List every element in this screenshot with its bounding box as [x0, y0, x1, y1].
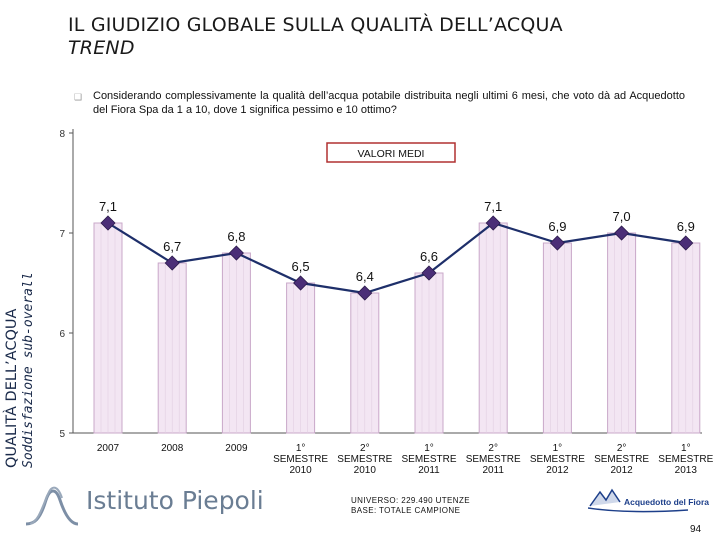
- category-label: 1°: [296, 443, 306, 454]
- y-tick-label: 5: [59, 429, 65, 440]
- data-point-marker: [678, 235, 694, 251]
- title-main: IL GIUDIZIO GLOBALE SULLA QUALITÀ DELL’A…: [68, 14, 563, 36]
- category-label: SEMESTRE: [594, 454, 649, 465]
- category-label: SEMESTRE: [401, 454, 456, 465]
- bullet-icon: ❑: [74, 92, 83, 102]
- category-label: SEMESTRE: [337, 454, 392, 465]
- category-label: 2012: [546, 465, 569, 476]
- y-tick-label: 7: [59, 229, 65, 240]
- category-label: 2010: [289, 465, 312, 476]
- data-label: 6,7: [163, 239, 181, 254]
- category-label: SEMESTRE: [658, 454, 713, 465]
- category-label: 2008: [161, 443, 184, 454]
- data-point-marker: [614, 225, 630, 241]
- istituto-piepoli-logo-icon: [25, 486, 79, 526]
- category-label: SEMESTRE: [530, 454, 585, 465]
- data-point-marker: [549, 235, 565, 251]
- data-point-marker: [100, 215, 116, 231]
- category-label: 1°: [681, 443, 691, 454]
- data-label: 6,9: [677, 219, 695, 234]
- brand-name: Istituto Piepoli: [86, 486, 264, 515]
- category-label: 2012: [610, 465, 633, 476]
- y-tick-label: 6: [59, 329, 65, 340]
- category-label: 2°: [488, 443, 498, 454]
- category-label: 2011: [418, 465, 440, 476]
- universe-text: UNIVERSO: 229.490 UTENZE: [351, 496, 470, 505]
- category-label: 2013: [675, 465, 698, 476]
- data-label: 6,6: [420, 249, 438, 264]
- data-label: 6,4: [356, 269, 374, 284]
- y-tick-label: 8: [59, 129, 65, 140]
- acquedotto-logo-icon: [588, 488, 689, 513]
- page-title: IL GIUDIZIO GLOBALE SULLA QUALITÀ DELL’A…: [68, 14, 563, 60]
- data-label: 7,1: [99, 199, 117, 214]
- data-point-marker: [164, 255, 180, 271]
- category-label: 1°: [553, 443, 563, 454]
- client-name: Acquedotto del Fiora: [624, 497, 709, 507]
- category-label: SEMESTRE: [466, 454, 521, 465]
- category-label: 2009: [225, 443, 248, 454]
- universe-note: UNIVERSO: 229.490 UTENZE BASE: TOTALE CA…: [351, 496, 470, 516]
- question-text: Considerando complessivamente la qualità…: [93, 90, 685, 116]
- chart-title: VALORI MEDI: [358, 148, 425, 160]
- data-point-marker: [421, 265, 437, 281]
- category-label: SEMESTRE: [273, 454, 328, 465]
- data-point-marker: [293, 275, 309, 291]
- chart-title-box: [326, 142, 456, 163]
- base-text: BASE: TOTALE CAMPIONE: [351, 506, 461, 515]
- category-label: 1°: [424, 443, 434, 454]
- category-label: 2011: [482, 465, 504, 476]
- category-label: 2010: [354, 465, 377, 476]
- data-label: 6,8: [227, 229, 245, 244]
- data-point-marker: [357, 285, 373, 301]
- title-trend: TREND: [68, 37, 135, 59]
- page-number: 94: [690, 524, 702, 535]
- category-label: 2°: [360, 443, 370, 454]
- data-label: 7,1: [484, 199, 502, 214]
- category-label: 2°: [617, 443, 627, 454]
- data-label: 7,0: [613, 209, 631, 224]
- data-point-marker: [485, 215, 501, 231]
- data-label: 6,5: [292, 259, 310, 274]
- category-label: 2007: [97, 443, 120, 454]
- data-label: 6,9: [548, 219, 566, 234]
- data-point-marker: [228, 245, 244, 261]
- series-line: [107, 221, 686, 295]
